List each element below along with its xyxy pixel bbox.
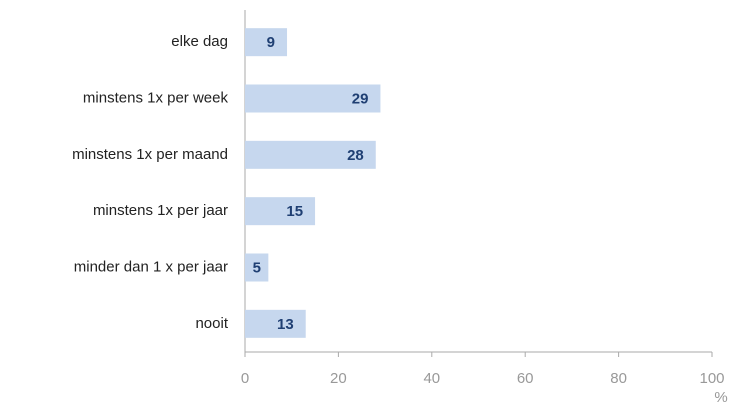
y-tick-label: nooit bbox=[195, 315, 228, 332]
value-label: 9 bbox=[267, 34, 275, 51]
x-tick-label: 80 bbox=[610, 370, 627, 387]
bar bbox=[245, 140, 376, 169]
value-label: 5 bbox=[253, 259, 261, 276]
x-axis-label: % bbox=[714, 389, 727, 406]
y-tick-label: minstens 1x per jaar bbox=[93, 202, 228, 219]
value-label: 13 bbox=[277, 316, 294, 333]
x-tick-label: 100 bbox=[699, 370, 724, 387]
value-label: 29 bbox=[352, 90, 369, 107]
x-tick-label: 20 bbox=[330, 370, 347, 387]
y-tick-label: minstens 1x per maand bbox=[72, 146, 228, 163]
bar bbox=[245, 28, 288, 57]
x-tick-label: 0 bbox=[241, 370, 249, 387]
y-tick-label: elke dag bbox=[171, 33, 228, 50]
value-label: 15 bbox=[286, 203, 303, 220]
value-label: 28 bbox=[347, 147, 364, 164]
y-tick-label: minstens 1x per week bbox=[83, 89, 229, 106]
x-tick-label: 40 bbox=[423, 370, 440, 387]
bar bbox=[245, 309, 306, 338]
y-tick-label: minder dan 1 x per jaar bbox=[74, 258, 228, 275]
x-tick-label: 60 bbox=[517, 370, 534, 387]
bar bbox=[245, 253, 269, 282]
bar bbox=[245, 84, 381, 113]
bar bbox=[245, 197, 316, 226]
